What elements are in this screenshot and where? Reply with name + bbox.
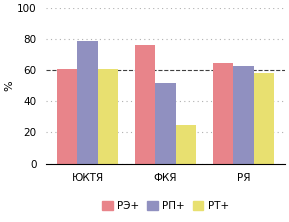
Y-axis label: %: % — [4, 81, 14, 91]
Bar — [176, 125, 196, 164]
Bar — [135, 46, 155, 164]
Bar — [77, 41, 98, 164]
Bar — [213, 63, 234, 164]
Bar — [57, 69, 77, 164]
Bar — [98, 69, 118, 164]
Bar — [254, 73, 274, 164]
Bar — [155, 83, 176, 164]
Legend: РЭ+, РП+, РТ+: РЭ+, РП+, РТ+ — [98, 197, 233, 215]
Bar — [234, 66, 254, 164]
